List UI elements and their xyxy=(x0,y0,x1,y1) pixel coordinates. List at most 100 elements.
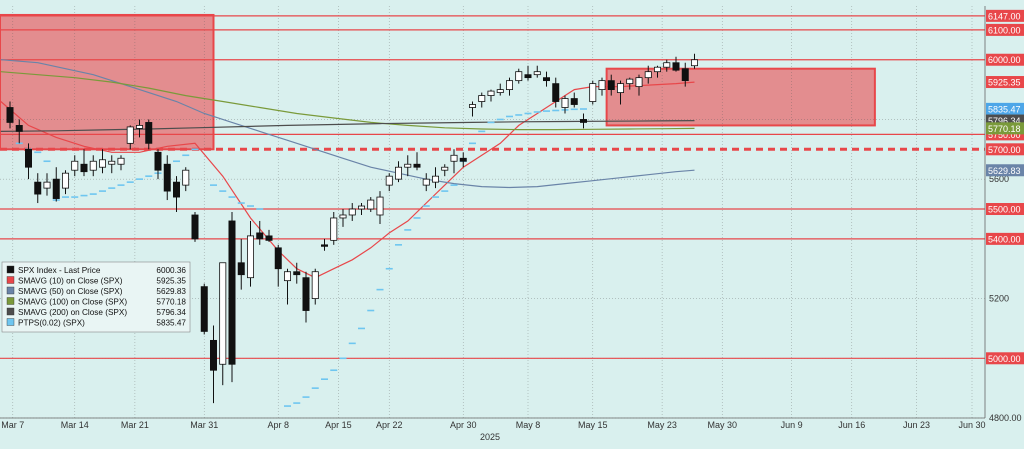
legend-label: SMAVG (10) on Close (SPX) xyxy=(18,277,123,286)
candle-body xyxy=(108,160,116,165)
candle-body xyxy=(117,157,125,165)
level-badge-bg xyxy=(986,143,1024,156)
level-badge-6000: 6000.00 xyxy=(986,53,1024,66)
candle xyxy=(43,173,51,196)
level-badge-bg xyxy=(986,23,1024,36)
candle-body xyxy=(209,339,217,371)
candle xyxy=(543,71,551,87)
candle-body xyxy=(200,286,208,332)
value-badge-5835.47: 5835.47 xyxy=(986,102,1024,115)
candle-body xyxy=(71,160,79,171)
candle-body xyxy=(543,77,551,82)
candle-body xyxy=(441,166,449,171)
candle xyxy=(163,155,171,201)
candle xyxy=(487,89,495,102)
candle-body xyxy=(635,77,643,88)
x-axis-label: 2025 xyxy=(480,432,500,442)
candle xyxy=(478,92,486,108)
level-badge-6147: 6147.00 xyxy=(986,9,1024,22)
level-badge-5700: 5700.00 xyxy=(986,143,1024,156)
shaded-zones xyxy=(0,13,876,151)
candle xyxy=(654,65,662,78)
candle xyxy=(219,262,227,386)
candle xyxy=(404,155,412,177)
candle xyxy=(672,56,680,72)
level-badge-label: 5000.00 xyxy=(988,354,1021,364)
candle xyxy=(228,212,236,383)
candle xyxy=(311,268,319,305)
candle-body xyxy=(62,172,70,189)
candle-body xyxy=(89,160,97,171)
candle-body xyxy=(330,217,338,241)
candle xyxy=(182,167,190,192)
candle xyxy=(89,155,97,177)
level-badge-bg xyxy=(986,203,1024,216)
candle-body xyxy=(515,71,523,82)
x-tick-label: Apr 22 xyxy=(376,420,403,430)
candle-body xyxy=(172,181,180,198)
candle-body xyxy=(654,66,662,73)
legend-value: 5796.34 xyxy=(156,308,186,317)
candle xyxy=(6,101,14,129)
candle-body xyxy=(617,83,625,93)
candle-body xyxy=(339,214,347,219)
candle xyxy=(348,203,356,221)
candle xyxy=(71,155,79,177)
candle xyxy=(450,149,458,174)
candle xyxy=(413,152,421,171)
level-badge-label: 5400.00 xyxy=(988,234,1021,244)
value-badge-bg xyxy=(986,164,1024,177)
candle-body xyxy=(570,98,578,105)
candle-body xyxy=(228,220,236,365)
legend-swatch xyxy=(6,286,15,295)
candle xyxy=(357,203,365,215)
candle xyxy=(293,262,301,284)
candle-body xyxy=(348,208,356,216)
candle-body xyxy=(413,163,421,168)
candle-body xyxy=(302,277,310,311)
candlesticks xyxy=(6,53,699,404)
y-tick-label: 4800.00 xyxy=(989,413,1022,423)
legend-swatch xyxy=(6,276,15,284)
candle-body xyxy=(468,104,476,108)
candle xyxy=(80,149,88,177)
x-tick-label: Apr 15 xyxy=(325,420,352,430)
candle-body xyxy=(135,125,143,129)
candle xyxy=(117,155,125,171)
candle-body xyxy=(80,163,88,173)
candle xyxy=(533,65,541,78)
candle-body xyxy=(293,271,301,276)
level-badge-5000: 5000.00 xyxy=(986,352,1024,365)
candle-body xyxy=(394,166,402,180)
level-badge-6100: 6100.00 xyxy=(986,23,1024,36)
candle xyxy=(459,152,467,168)
candle xyxy=(256,220,264,245)
candle-body xyxy=(237,262,245,276)
x-tick-label: Mar 21 xyxy=(121,420,149,430)
legend-value: 5925.35 xyxy=(156,277,186,286)
x-tick-label: Mar 14 xyxy=(61,420,89,430)
candle xyxy=(62,170,70,195)
candle xyxy=(367,197,375,212)
candle-body xyxy=(126,126,134,144)
candle xyxy=(524,65,532,81)
line-smavg-10- xyxy=(0,81,695,279)
candle-body xyxy=(681,68,689,82)
candle-body xyxy=(163,163,171,192)
candle xyxy=(145,119,153,150)
candle xyxy=(330,212,338,245)
legend-value: 5629.83 xyxy=(156,287,186,296)
level-badge-label: 6147.00 xyxy=(988,11,1021,21)
candle xyxy=(191,212,199,242)
candle-body xyxy=(99,159,107,168)
candle-body xyxy=(246,235,254,279)
candle xyxy=(339,209,347,227)
legend-label: PTPS(0.02) (SPX) xyxy=(18,319,85,328)
candle-body xyxy=(580,119,588,123)
legend-label: SMAVG (50) on Close (SPX) xyxy=(18,287,123,296)
candle-body xyxy=(533,71,541,76)
x-tick-label: May 15 xyxy=(578,420,608,430)
candle-body xyxy=(607,80,615,90)
candle xyxy=(237,238,245,290)
value-badge-bg xyxy=(986,122,1024,135)
